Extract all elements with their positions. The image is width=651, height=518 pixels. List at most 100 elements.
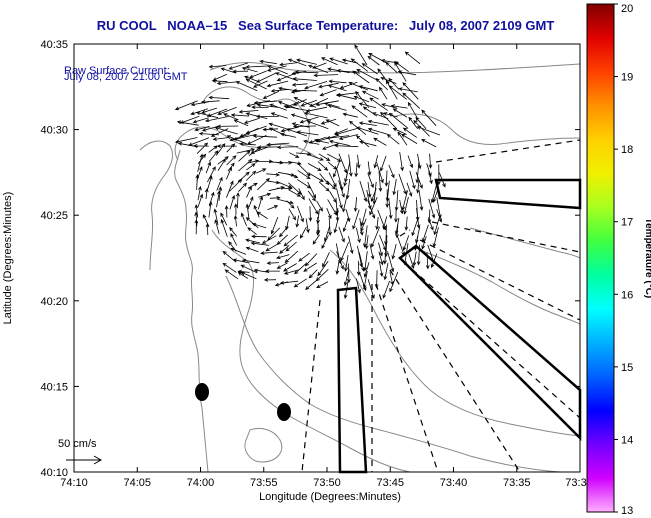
current-vector xyxy=(194,126,210,132)
current-vector xyxy=(375,217,379,231)
current-vector xyxy=(243,117,260,124)
current-vector xyxy=(325,135,350,140)
current-vector xyxy=(407,101,419,120)
current-vector xyxy=(361,63,378,75)
current-vector xyxy=(247,227,257,235)
map-plot-area: Raw Surface Current: July 08, 2007 21:00… xyxy=(58,44,582,474)
current-vector xyxy=(244,75,260,83)
current-vector xyxy=(212,137,229,141)
radial-coverage-lines xyxy=(301,139,581,473)
current-vector xyxy=(427,217,434,231)
current-vector xyxy=(404,216,409,231)
current-vector xyxy=(246,185,252,198)
current-vector xyxy=(211,79,228,83)
current-vector xyxy=(307,181,316,199)
colorbar-tick-label: 18 xyxy=(621,144,633,156)
current-vector xyxy=(286,173,299,179)
current-vector xyxy=(296,130,319,136)
current-vector xyxy=(284,250,299,264)
current-vector xyxy=(313,73,339,78)
current-vector xyxy=(247,182,258,189)
current-vector xyxy=(363,225,368,248)
current-vector xyxy=(318,153,331,161)
x-tick-label: 73:55 xyxy=(250,477,278,489)
current-vector xyxy=(402,92,421,109)
current-vector xyxy=(251,105,269,110)
current-vector xyxy=(226,180,234,198)
current-vector xyxy=(252,134,278,138)
current-vector xyxy=(275,254,290,260)
current-vector xyxy=(230,233,238,246)
current-vector xyxy=(406,182,413,197)
current-vector xyxy=(208,145,218,153)
current-vector xyxy=(367,199,376,219)
current-vector xyxy=(379,86,388,100)
current-vector xyxy=(291,70,307,76)
current-vector xyxy=(208,200,213,218)
shelf-contour-4 xyxy=(329,249,581,437)
current-vector xyxy=(319,89,337,97)
south-shore-contour xyxy=(139,140,173,271)
current-vector xyxy=(194,219,199,235)
current-vector xyxy=(312,234,320,245)
current-vector xyxy=(245,170,257,181)
current-vector xyxy=(270,216,279,235)
colorbar-tick-label: 15 xyxy=(621,362,633,374)
y-axis: 40:35 40:30 40:25 40:20 40:15 40:10 xyxy=(40,39,580,479)
station-marker-west xyxy=(195,383,209,401)
current-vector xyxy=(385,189,390,208)
current-vector xyxy=(421,139,437,148)
colorbar-tick-label: 20 xyxy=(621,3,633,15)
current-vector xyxy=(363,251,368,272)
current-vector xyxy=(358,102,377,109)
current-vector xyxy=(252,80,268,88)
current-vector xyxy=(303,139,320,145)
current-vector xyxy=(208,95,230,100)
current-vector xyxy=(305,106,328,113)
current-vector xyxy=(267,205,279,211)
annotation-line-1: Raw Surface Current: xyxy=(64,65,170,77)
current-vector xyxy=(268,186,285,192)
current-vector xyxy=(416,179,420,194)
current-vector xyxy=(256,211,268,219)
current-vector xyxy=(245,238,260,244)
current-vector xyxy=(259,59,277,65)
current-vector xyxy=(428,170,433,185)
x-tick-label: 73:45 xyxy=(376,477,404,489)
annotation-line-2: July 08, 2007 21:00 GMT xyxy=(64,71,188,83)
colorbar xyxy=(586,3,615,513)
x-tick-label: 73:35 xyxy=(503,477,531,489)
current-vector xyxy=(338,226,345,243)
current-vector xyxy=(397,70,417,76)
x-axis-label: Longitude (Degrees:Minutes) xyxy=(259,491,401,503)
current-vector xyxy=(375,78,388,91)
current-vector xyxy=(367,119,389,126)
current-vector xyxy=(208,64,227,69)
current-vector xyxy=(339,81,358,89)
current-vector xyxy=(251,222,267,229)
current-vector xyxy=(317,161,329,171)
current-vector xyxy=(238,150,251,162)
current-vector xyxy=(238,158,253,172)
current-vector xyxy=(433,216,441,236)
current-vector xyxy=(224,205,229,218)
current-vector xyxy=(297,163,311,177)
current-vector xyxy=(402,127,417,138)
colorbar-tick-label: 14 xyxy=(621,434,633,446)
current-vector xyxy=(418,191,424,211)
current-vector xyxy=(356,154,361,169)
current-vector xyxy=(240,271,257,280)
current-vector xyxy=(286,128,308,137)
current-vector xyxy=(233,119,249,127)
current-vector xyxy=(245,203,250,219)
current-vector xyxy=(386,133,400,145)
current-vector xyxy=(197,153,207,164)
current-vector xyxy=(380,76,397,84)
shelf-contour-3 xyxy=(225,275,561,473)
x-tick-label: 74:00 xyxy=(187,477,215,489)
current-vector xyxy=(383,243,387,265)
current-vector xyxy=(358,85,378,92)
x-axis: 74:10 74:05 74:00 73:55 73:50 73:45 73:40 73:35… xyxy=(60,44,587,489)
current-vector xyxy=(320,57,338,66)
current-vector xyxy=(338,134,359,141)
